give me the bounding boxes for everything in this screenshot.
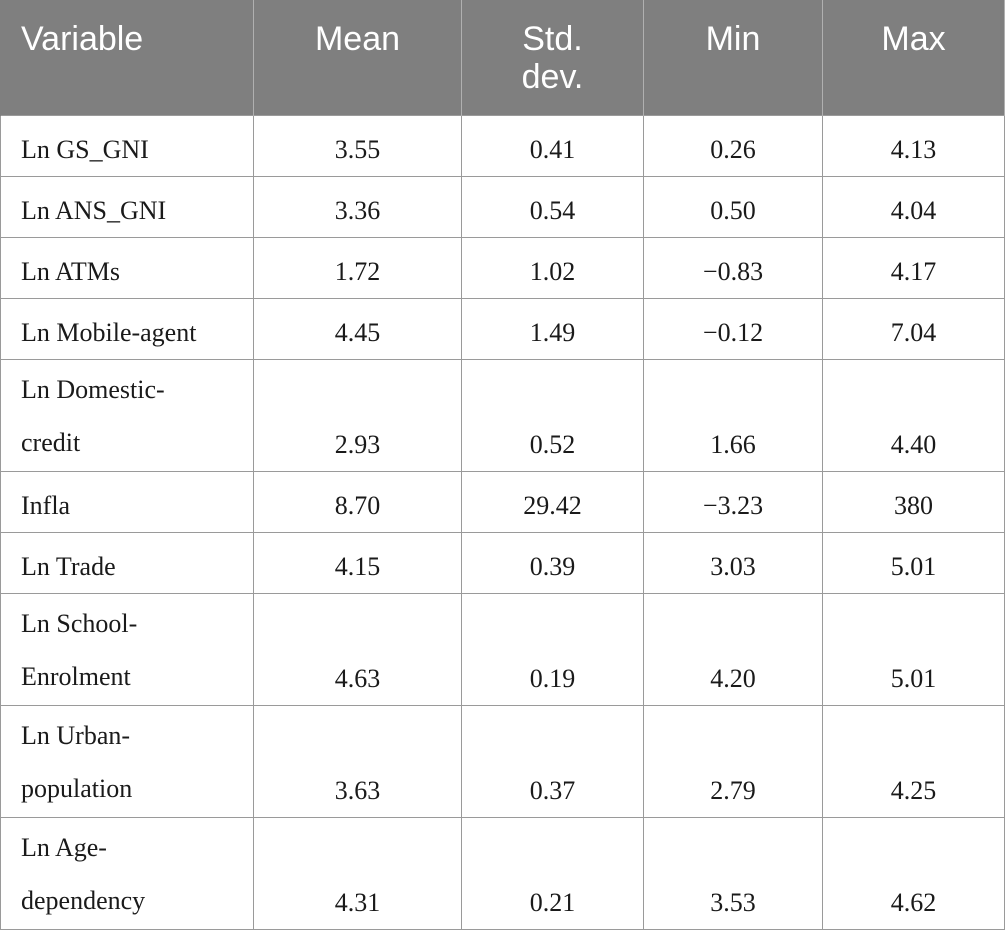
mean-cell: 3.36 [253,175,462,238]
std-dev-cell: 0.52 [461,358,644,472]
max-cell: 4.04 [822,175,1005,238]
std-dev-cell: 1.49 [461,297,644,360]
variable-cell: Ln Age-dependency [0,816,254,930]
table-body: Ln GS_GNI 3.55 0.41 0.26 4.13 Ln ANS_GNI 3.36 0… [0,114,1005,930]
table-row: Ln GS_GNI 3.55 0.41 0.26 4.13 [0,114,1005,177]
table-row: Ln School- Enrolment 4.63 0.19 4.20 5.01 [0,592,1005,706]
std-dev-cell: 1.02 [461,236,644,299]
mean-cell: 2.93 [253,358,462,472]
max-cell: 7.04 [822,297,1005,360]
variable-cell: Infla [0,470,254,533]
variable-name: Ln Age- [21,832,107,862]
variable-name: Ln Urban- [21,720,131,750]
std-dev-cell: 0.37 [461,704,644,818]
table-row: Ln Mobile-agent 4.45 1.49 −0.12 7.04 [0,297,1005,360]
max-cell: 4.17 [822,236,1005,299]
variable-cell: Ln Mobile-agent [0,297,254,360]
variable-name: Ln ANS_GNI [21,195,167,225]
max-cell: 4.40 [822,358,1005,472]
variable-name-continued: population [21,773,133,803]
variable-cell: Ln Domestic-credit [0,358,254,472]
variable-name: Ln Mobile-agent [21,317,197,347]
variable-name: Ln ATMs [21,256,120,286]
min-cell: −0.12 [643,297,823,360]
min-cell: 3.53 [643,816,823,930]
max-cell: 4.13 [822,114,1005,177]
mean-cell: 8.70 [253,470,462,533]
std-dev-cell: 0.39 [461,531,644,594]
variable-cell: Ln Urban-population [0,704,254,818]
table-header: Variable Mean Std. dev. Min Max [0,0,1005,115]
std-dev-cell: 29.42 [461,470,644,533]
min-cell: 2.79 [643,704,823,818]
min-cell: −3.23 [643,470,823,533]
max-cell: 5.01 [822,592,1005,706]
min-cell: 0.50 [643,175,823,238]
variable-name: Ln Trade [21,551,116,581]
std-dev-cell: 0.54 [461,175,644,238]
mean-cell: 4.63 [253,592,462,706]
table-row: Ln ANS_GNI 3.36 0.54 0.50 4.04 [0,175,1005,238]
variable-name: Ln GS_GNI [21,134,149,164]
header-variable: Variable [0,0,254,115]
max-cell: 4.62 [822,816,1005,930]
header-row: Variable Mean Std. dev. Min Max [0,0,1005,115]
variable-name-continued: dependency [21,885,146,915]
variable-name: Ln Domestic- [21,374,165,404]
variable-name: Ln School- [21,608,138,638]
min-cell: 0.26 [643,114,823,177]
variable-cell: Ln School- Enrolment [0,592,254,706]
header-std-dev-line1: Std. [522,20,583,58]
table-row: Ln Urban-population 3.63 0.37 2.79 4.25 [0,704,1005,818]
variable-cell: Ln GS_GNI [0,114,254,177]
variable-name: Infla [21,490,71,520]
min-cell: 4.20 [643,592,823,706]
mean-cell: 4.45 [253,297,462,360]
std-dev-cell: 0.21 [461,816,644,930]
header-std-dev: Std. dev. [461,0,644,115]
min-cell: 3.03 [643,531,823,594]
table-row: Ln Domestic-credit 2.93 0.52 1.66 4.40 [0,358,1005,472]
mean-cell: 3.63 [253,704,462,818]
max-cell: 380 [822,470,1005,533]
min-cell: −0.83 [643,236,823,299]
mean-cell: 4.31 [253,816,462,930]
table-row: Ln Age-dependency 4.31 0.21 3.53 4.62 [0,816,1005,930]
header-std-dev-line2: dev. [521,58,584,96]
variable-cell: Ln ATMs [0,236,254,299]
variable-name-continued: credit [21,427,81,457]
std-dev-cell: 0.19 [461,592,644,706]
table-row: Infla 8.70 29.42 −3.23 380 [0,470,1005,533]
header-mean: Mean [253,0,462,115]
mean-cell: 4.15 [253,531,462,594]
header-max: Max [822,0,1005,115]
table-row: Ln Trade 4.15 0.39 3.03 5.01 [0,531,1005,594]
descriptive-statistics-table: Variable Mean Std. dev. Min Max Ln GS_GN… [0,0,1005,930]
mean-cell: 3.55 [253,114,462,177]
table-row: Ln ATMs 1.72 1.02 −0.83 4.17 [0,236,1005,299]
max-cell: 5.01 [822,531,1005,594]
min-cell: 1.66 [643,358,823,472]
variable-cell: Ln Trade [0,531,254,594]
variable-name-continued: Enrolment [21,661,131,691]
std-dev-cell: 0.41 [461,114,644,177]
max-cell: 4.25 [822,704,1005,818]
header-min: Min [643,0,823,115]
mean-cell: 1.72 [253,236,462,299]
variable-cell: Ln ANS_GNI [0,175,254,238]
